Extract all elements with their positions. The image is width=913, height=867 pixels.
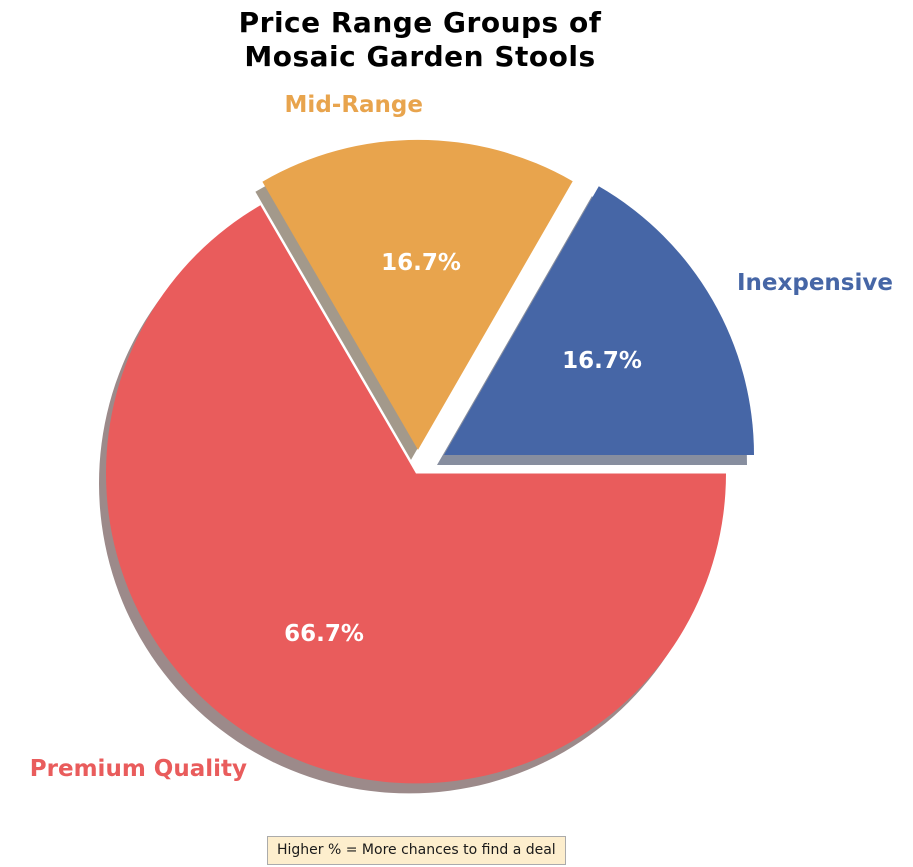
pie-slice-premium-quality bbox=[105, 205, 726, 784]
chart-title-line1: Price Range Groups of bbox=[238, 6, 602, 39]
pie-slice-mid-range bbox=[262, 139, 573, 450]
chart-title-line2: Mosaic Garden Stools bbox=[244, 40, 596, 73]
note-box: Higher % = More chances to find a deal bbox=[267, 836, 566, 865]
pct-label-inexpensive: 16.7% bbox=[562, 348, 642, 374]
chart-title: Price Range Groups of Mosaic Garden Stoo… bbox=[0, 6, 840, 74]
pie-slice-inexpensive bbox=[444, 186, 755, 456]
slice-label-premium-quality: Premium Quality bbox=[29, 756, 247, 782]
pct-label-mid-range: 16.7% bbox=[381, 250, 461, 276]
pct-label-premium-quality: 66.7% bbox=[284, 621, 364, 647]
slice-label-mid-range: Mid-Range bbox=[284, 92, 423, 118]
slice-label-inexpensive: Inexpensive bbox=[737, 270, 893, 296]
